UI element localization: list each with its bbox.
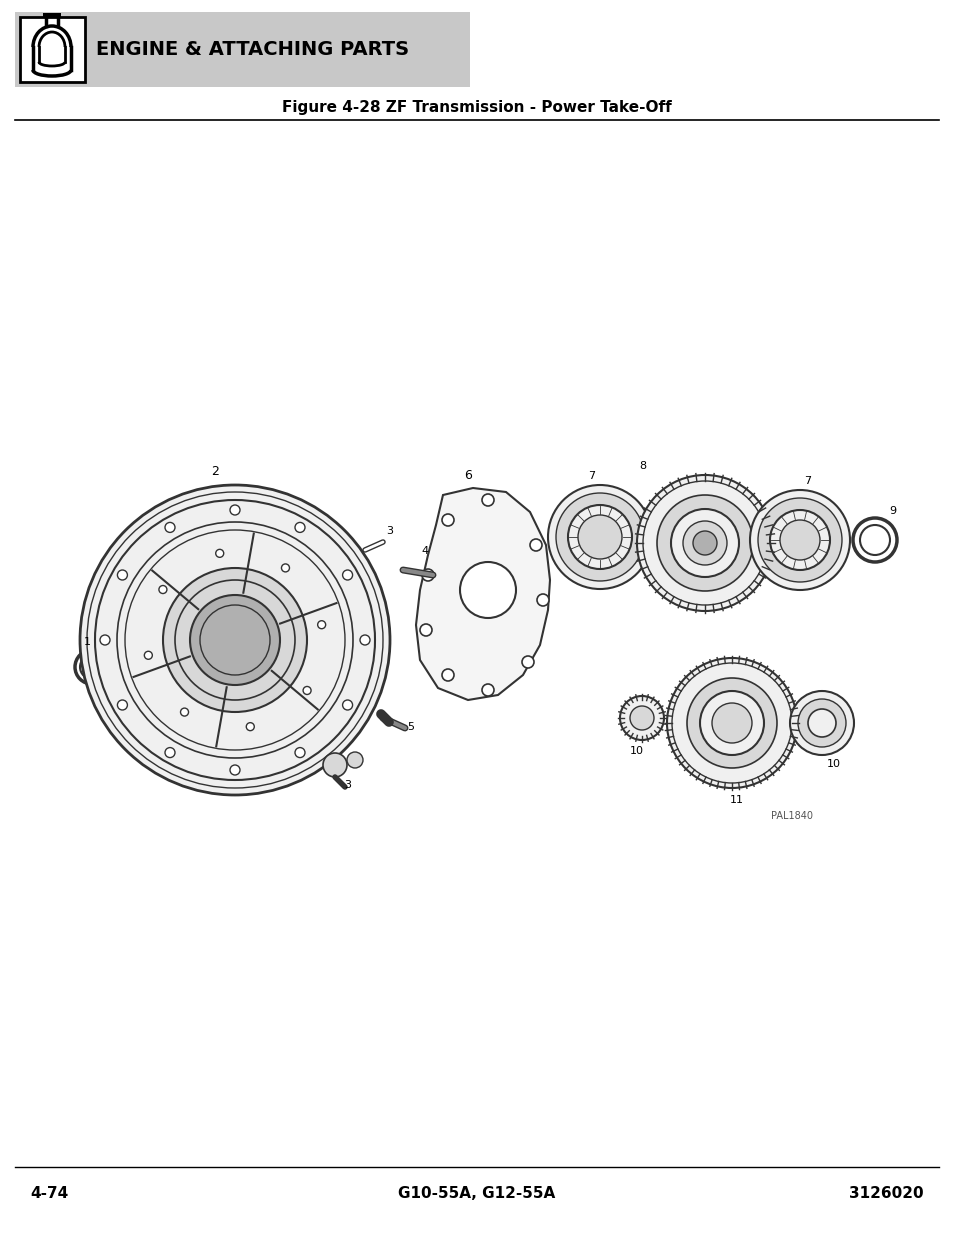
Circle shape	[174, 580, 294, 700]
Text: G10-55A, G12-55A: G10-55A, G12-55A	[398, 1186, 555, 1200]
Bar	[43, 14, 61, 19]
Circle shape	[95, 500, 375, 781]
Text: 11: 11	[729, 795, 743, 805]
Circle shape	[180, 708, 189, 716]
Text: ENGINE & ATTACHING PARTS: ENGINE & ATTACHING PARTS	[96, 40, 409, 58]
Bar	[20, 17, 85, 82]
Circle shape	[230, 764, 240, 776]
Circle shape	[342, 571, 353, 580]
Circle shape	[294, 747, 305, 757]
Text: 4: 4	[421, 546, 428, 556]
Circle shape	[100, 635, 110, 645]
Circle shape	[459, 562, 516, 618]
Circle shape	[359, 635, 370, 645]
Circle shape	[686, 678, 776, 768]
Circle shape	[682, 521, 726, 564]
Text: 8: 8	[639, 461, 646, 471]
Circle shape	[671, 663, 791, 783]
Circle shape	[303, 687, 311, 694]
Text: 5: 5	[407, 722, 414, 732]
Circle shape	[711, 703, 751, 743]
Text: 1: 1	[84, 637, 91, 647]
Circle shape	[537, 594, 548, 606]
Circle shape	[789, 692, 853, 755]
Circle shape	[230, 505, 240, 515]
Circle shape	[749, 490, 849, 590]
Circle shape	[692, 531, 717, 555]
Circle shape	[421, 569, 434, 580]
Text: PAL1840: PAL1840	[770, 811, 812, 821]
Text: 2: 2	[211, 466, 218, 478]
Polygon shape	[416, 488, 550, 700]
Circle shape	[530, 538, 541, 551]
Circle shape	[117, 522, 353, 758]
Circle shape	[642, 480, 766, 605]
Circle shape	[163, 568, 307, 713]
Circle shape	[281, 564, 289, 572]
Circle shape	[547, 485, 651, 589]
Circle shape	[797, 699, 845, 747]
Circle shape	[246, 722, 254, 731]
Text: 10: 10	[629, 746, 643, 756]
Text: 4-74: 4-74	[30, 1186, 69, 1200]
Circle shape	[441, 669, 454, 680]
Circle shape	[117, 700, 128, 710]
Circle shape	[481, 684, 494, 697]
Circle shape	[807, 709, 835, 737]
Circle shape	[117, 571, 128, 580]
Circle shape	[419, 624, 432, 636]
Circle shape	[567, 505, 631, 569]
Circle shape	[347, 752, 363, 768]
Text: 3: 3	[344, 781, 351, 790]
Circle shape	[441, 514, 454, 526]
Circle shape	[144, 651, 152, 659]
Circle shape	[165, 522, 174, 532]
Text: 3: 3	[386, 526, 393, 536]
Circle shape	[769, 510, 829, 571]
Text: 6: 6	[463, 469, 472, 482]
Circle shape	[657, 495, 752, 592]
Text: 3126020: 3126020	[848, 1186, 923, 1200]
Text: 7: 7	[588, 471, 595, 480]
Circle shape	[481, 494, 494, 506]
Circle shape	[200, 605, 270, 676]
Circle shape	[637, 475, 772, 611]
Circle shape	[80, 485, 390, 795]
Circle shape	[190, 595, 280, 685]
Text: 9: 9	[888, 506, 896, 516]
Circle shape	[323, 753, 347, 777]
Circle shape	[159, 585, 167, 594]
Circle shape	[700, 692, 763, 755]
Text: Figure 4-28 ZF Transmission - Power Take-Off: Figure 4-28 ZF Transmission - Power Take…	[282, 100, 671, 115]
Circle shape	[670, 509, 739, 577]
Circle shape	[578, 515, 621, 559]
Circle shape	[666, 658, 796, 788]
Circle shape	[342, 700, 353, 710]
Circle shape	[165, 747, 174, 757]
Circle shape	[556, 493, 643, 580]
Circle shape	[629, 706, 654, 730]
Circle shape	[780, 520, 820, 559]
Text: 10: 10	[826, 760, 841, 769]
Circle shape	[758, 498, 841, 582]
Bar	[15, 12, 470, 86]
Circle shape	[294, 522, 305, 532]
Text: 7: 7	[803, 475, 811, 487]
Circle shape	[215, 550, 224, 557]
Circle shape	[619, 697, 663, 740]
Circle shape	[521, 656, 534, 668]
Circle shape	[317, 621, 325, 629]
